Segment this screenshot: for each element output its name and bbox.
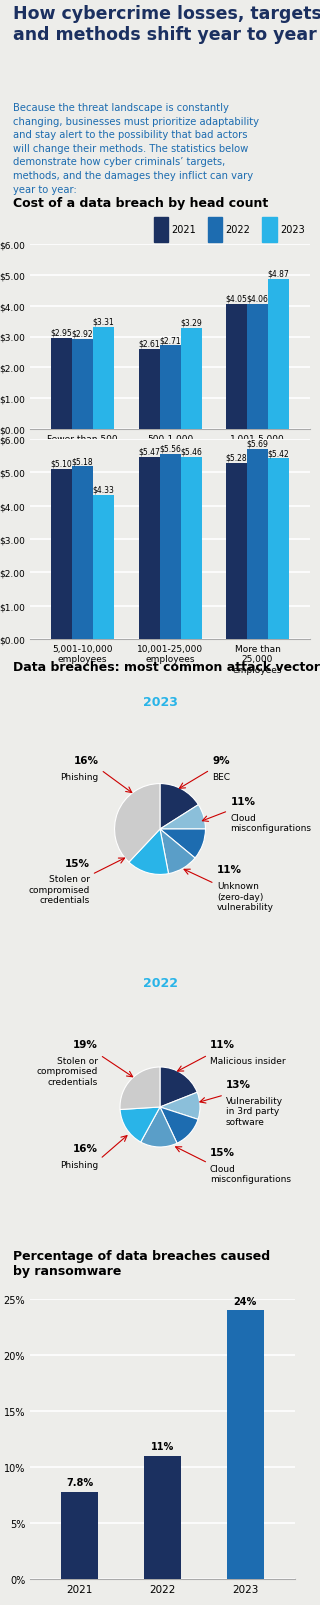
- Wedge shape: [160, 806, 205, 830]
- Text: $5.69: $5.69: [247, 440, 268, 449]
- Text: $3.31: $3.31: [92, 318, 114, 326]
- Text: 15%: 15%: [210, 1148, 235, 1157]
- Text: $5.46: $5.46: [180, 448, 202, 456]
- Text: $5.10: $5.10: [51, 459, 72, 469]
- Wedge shape: [129, 830, 169, 875]
- Bar: [247, 305, 268, 430]
- Text: 7.8%: 7.8%: [66, 1477, 93, 1488]
- Bar: [227, 1310, 264, 1579]
- Bar: [51, 339, 72, 430]
- Text: $3.29: $3.29: [180, 318, 202, 327]
- Bar: [208, 217, 222, 242]
- Text: BEC: BEC: [212, 772, 230, 782]
- Bar: [268, 279, 289, 430]
- Text: Malicious insider: Malicious insider: [210, 1056, 286, 1066]
- Text: Cost of a data breach by head count: Cost of a data breach by head count: [13, 197, 268, 210]
- Wedge shape: [115, 785, 160, 862]
- Text: Phishing: Phishing: [60, 1160, 98, 1168]
- Text: Data breaches: most common attack vectors: Data breaches: most common attack vector…: [13, 661, 320, 674]
- Text: $5.28: $5.28: [226, 453, 247, 462]
- Text: $5.18: $5.18: [72, 457, 93, 465]
- Text: $4.33: $4.33: [92, 485, 115, 494]
- Bar: [226, 305, 247, 430]
- Text: 2023: 2023: [280, 225, 305, 234]
- Text: $2.92: $2.92: [72, 329, 93, 339]
- Bar: [139, 350, 159, 430]
- Wedge shape: [160, 1067, 197, 1107]
- Text: Because the threat landscape is constantly
changing, businesses must prioritize : Because the threat landscape is constant…: [13, 103, 259, 194]
- Text: 15%: 15%: [65, 859, 90, 868]
- Bar: [72, 467, 93, 640]
- Text: $2.95: $2.95: [51, 329, 72, 337]
- Text: $2.61: $2.61: [138, 339, 160, 348]
- Wedge shape: [141, 1107, 177, 1148]
- Text: $4.87: $4.87: [268, 270, 289, 278]
- Text: Cloud
misconfigurations: Cloud misconfigurations: [210, 1164, 291, 1183]
- Bar: [51, 470, 72, 640]
- Text: 9%: 9%: [212, 756, 230, 766]
- Wedge shape: [160, 830, 195, 875]
- Text: $5.47: $5.47: [138, 448, 160, 456]
- Bar: [144, 1456, 181, 1579]
- Bar: [93, 327, 114, 430]
- Text: $2.71: $2.71: [159, 335, 181, 345]
- Wedge shape: [120, 1107, 160, 1143]
- Wedge shape: [160, 1093, 200, 1120]
- Bar: [93, 496, 114, 640]
- Text: 16%: 16%: [73, 1143, 98, 1154]
- Bar: [180, 457, 202, 640]
- Text: Vulnerability
in 3rd party
software: Vulnerability in 3rd party software: [226, 1096, 283, 1125]
- Bar: [159, 454, 180, 640]
- Bar: [268, 459, 289, 640]
- Text: Cloud
misconfigurations: Cloud misconfigurations: [230, 814, 311, 833]
- Text: Unknown
(zero-day)
vulnerability: Unknown (zero-day) vulnerability: [217, 881, 274, 912]
- Text: $4.05: $4.05: [226, 295, 247, 303]
- Wedge shape: [120, 1067, 160, 1109]
- Bar: [72, 340, 93, 430]
- Text: 16%: 16%: [74, 756, 99, 766]
- Text: 19%: 19%: [73, 1040, 98, 1050]
- Text: $4.06: $4.06: [247, 294, 268, 303]
- Text: $5.56: $5.56: [159, 445, 181, 453]
- Bar: [139, 457, 159, 640]
- Text: 2023: 2023: [143, 697, 177, 709]
- Text: 11%: 11%: [217, 865, 242, 875]
- Wedge shape: [160, 785, 198, 830]
- Bar: [247, 449, 268, 640]
- Text: Phishing: Phishing: [60, 772, 99, 782]
- Text: Stolen or
compromised
credentials: Stolen or compromised credentials: [28, 875, 90, 905]
- Text: 2021: 2021: [171, 225, 196, 234]
- Text: Stolen or
compromised
credentials: Stolen or compromised credentials: [36, 1056, 98, 1087]
- Text: Percentage of data breaches caused
by ransomware: Percentage of data breaches caused by ra…: [13, 1249, 270, 1278]
- Text: 24%: 24%: [234, 1295, 257, 1306]
- Bar: [262, 217, 277, 242]
- Text: $5.42: $5.42: [268, 449, 289, 457]
- Bar: [226, 464, 247, 640]
- Text: 11%: 11%: [210, 1040, 235, 1050]
- Bar: [61, 1491, 98, 1579]
- Wedge shape: [160, 830, 205, 859]
- Bar: [180, 329, 202, 430]
- Text: 11%: 11%: [151, 1441, 174, 1451]
- Text: How cybercrime losses, targets,
and methods shift year to year: How cybercrime losses, targets, and meth…: [13, 5, 320, 43]
- Bar: [154, 217, 168, 242]
- Text: 2022: 2022: [226, 225, 251, 234]
- Bar: [159, 347, 180, 430]
- Text: 13%: 13%: [226, 1079, 251, 1090]
- Wedge shape: [160, 1107, 198, 1143]
- Text: 2022: 2022: [142, 976, 178, 989]
- Text: 11%: 11%: [230, 796, 255, 807]
